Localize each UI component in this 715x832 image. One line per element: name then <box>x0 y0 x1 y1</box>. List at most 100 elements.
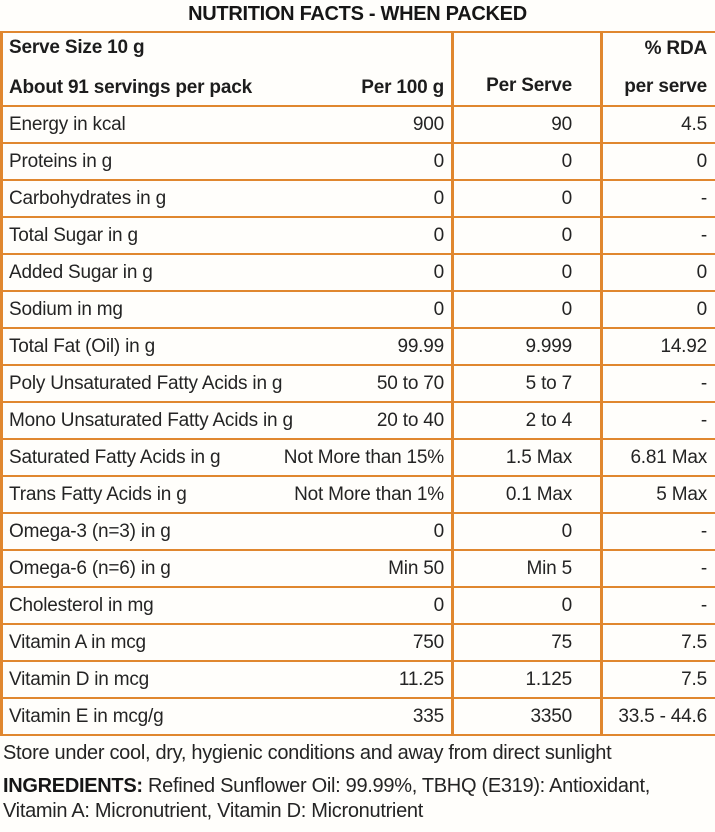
nutrient-cell: Saturated Fatty Acids in g Not More than … <box>0 438 454 477</box>
per-100g-value: 20 to 40 <box>376 409 444 431</box>
per-100g-value: 0 <box>433 150 445 172</box>
column-header-rda: % RDA per serve <box>600 31 715 107</box>
table-row: Vitamin E in mcg/g 335 3350 33.5 - 44.6 <box>0 697 715 736</box>
per-serve-value: 5 to 7 <box>451 364 603 403</box>
nutrient-label: Sodium in mg <box>9 298 123 320</box>
per-100g-value: 750 <box>412 631 444 653</box>
nutrient-cell: Vitamin E in mcg/g 335 <box>0 697 454 736</box>
per-serve-value: 90 <box>451 105 603 144</box>
per-serve-value: 9.999 <box>451 327 603 366</box>
nutrient-cell: Total Fat (Oil) in g 99.99 <box>0 327 454 366</box>
per-serve-value: 1.5 Max <box>451 438 603 477</box>
table-row: Poly Unsaturated Fatty Acids in g 50 to 7… <box>0 364 715 403</box>
nutrient-label: Proteins in g <box>9 150 113 172</box>
nutrition-rows: Energy in kcal 900 90 4.5 Proteins in g 0 0 0 Ca… <box>0 105 715 736</box>
rda-per-serve-value: 5 Max <box>600 475 715 514</box>
per-serve-value: 1.125 <box>451 660 603 699</box>
rda-per-serve-value: - <box>600 216 715 255</box>
nutrient-label: Vitamin A in mcg <box>9 631 146 653</box>
table-row: Mono Unsaturated Fatty Acids in g 20 to 4… <box>0 401 715 440</box>
nutrient-cell: Poly Unsaturated Fatty Acids in g 50 to 7… <box>0 364 454 403</box>
rda-per-serve-value: - <box>600 586 715 625</box>
table-header-row: Serve Size 10 g About 91 servings per pa… <box>0 31 715 107</box>
per-100g-value: 0 <box>433 594 445 616</box>
nutrient-label: Poly Unsaturated Fatty Acids in g <box>9 372 283 394</box>
nutrient-label: Carbohydrates in g <box>9 187 166 209</box>
rda-per-serve-value: - <box>600 512 715 551</box>
table-row: Energy in kcal 900 90 4.5 <box>0 105 715 144</box>
storage-instructions: Store under cool, dry, hygienic conditio… <box>3 742 612 764</box>
per-serve-value: 75 <box>451 623 603 662</box>
rda-per-serve-value: 0 <box>600 253 715 292</box>
serve-size-label: Serve Size 10 g <box>9 37 145 58</box>
nutrient-label: Cholesterol in mg <box>9 594 154 616</box>
nutrition-facts-table: Serve Size 10 g About 91 servings per pa… <box>0 31 715 736</box>
per-100g-value: 900 <box>412 113 444 135</box>
per-serve-value: 0 <box>451 586 603 625</box>
header-serve-size-cell: Serve Size 10 g About 91 servings per pa… <box>0 31 454 107</box>
table-row: Omega-6 (n=6) in g Min 50 Min 5- <box>0 549 715 588</box>
nutrient-cell: Added Sugar in g 0 <box>0 253 454 292</box>
rda-per-serve-value: 14.92 <box>600 327 715 366</box>
table-row: Vitamin A in mcg 750 75 7.5 <box>0 623 715 662</box>
per-100g-value: 335 <box>412 705 444 727</box>
per-100g-value: 0 <box>433 224 445 246</box>
nutrient-cell: Vitamin D in mcg 11.25 <box>0 660 454 699</box>
nutrient-label: Energy in kcal <box>9 113 126 135</box>
nutrient-cell: Sodium in mg 0 <box>0 290 454 329</box>
nutrient-label: Mono Unsaturated Fatty Acids in g <box>9 409 293 431</box>
nutrient-label: Vitamin D in mcg <box>9 668 150 690</box>
rda-per-serve-value: 33.5 - 44.6 <box>600 697 715 736</box>
nutrient-cell: Carbohydrates in g 0 <box>0 179 454 218</box>
rda-per-serve-value: - <box>600 179 715 218</box>
per-serve-value: Min 5 <box>451 549 603 588</box>
nutrient-label: Total Fat (Oil) in g <box>9 335 155 357</box>
per-100g-value: 0 <box>433 520 445 542</box>
nutrient-label: Vitamin E in mcg/g <box>9 705 164 727</box>
per-serve-value: 0 <box>451 216 603 255</box>
nutrient-label: Trans Fatty Acids in g <box>9 483 187 505</box>
per-serve-value: 0.1 Max <box>451 475 603 514</box>
per-serve-value: 2 to 4 <box>451 401 603 440</box>
nutrient-cell: Proteins in g 0 <box>0 142 454 181</box>
table-row: Vitamin D in mcg 11.25 1.125 7.5 <box>0 660 715 699</box>
column-header-per-100g: Per 100 g <box>361 77 444 98</box>
per-serve-value: 0 <box>451 512 603 551</box>
ingredients-label: INGREDIENTS: <box>3 775 143 797</box>
rda-per-serve-value: 0 <box>600 290 715 329</box>
servings-per-pack-label: About 91 servings per pack <box>9 77 252 98</box>
rda-header-line1: % RDA <box>644 38 708 59</box>
per-serve-value: 0 <box>451 290 603 329</box>
rda-per-serve-value: - <box>600 401 715 440</box>
table-row: Total Fat (Oil) in g 99.99 9.999 14.92 <box>0 327 715 366</box>
rda-header-line2: per serve <box>624 76 707 97</box>
per-100g-value: 11.25 <box>398 668 444 690</box>
column-header-per-serve: Per Serve <box>451 31 603 107</box>
per-serve-value: 0 <box>451 179 603 218</box>
per-100g-value: 0 <box>433 187 445 209</box>
ingredients-line2: Vitamin A: Micronutrient, Vitamin D: Mic… <box>3 800 423 822</box>
nutrient-cell: Mono Unsaturated Fatty Acids in g 20 to 4… <box>0 401 454 440</box>
table-row: Trans Fatty Acids in g Not More than 1% 0.… <box>0 475 715 514</box>
rda-per-serve-value: - <box>600 549 715 588</box>
per-100g-value: Not More than 15% <box>283 446 445 468</box>
per-100g-value: 0 <box>433 298 445 320</box>
per-serve-value: 3350 <box>451 697 603 736</box>
per-100g-value: 0 <box>433 261 445 283</box>
table-row: Cholesterol in mg 0 0- <box>0 586 715 625</box>
rda-per-serve-value: 4.5 <box>600 105 715 144</box>
nutrient-cell: Total Sugar in g 0 <box>0 216 454 255</box>
ingredients-block: INGREDIENTS: Refined Sunflower Oil: 99.9… <box>0 765 715 824</box>
page-title: NUTRITION FACTS - WHEN PACKED <box>188 3 527 25</box>
per-serve-value: 0 <box>451 142 603 181</box>
per-100g-value: 50 to 70 <box>376 372 444 394</box>
table-row: Saturated Fatty Acids in g Not More than … <box>0 438 715 477</box>
rda-per-serve-value: 6.81 Max <box>600 438 715 477</box>
rda-per-serve-value: 7.5 <box>600 660 715 699</box>
ingredients-line1: INGREDIENTS: Refined Sunflower Oil: 99.9… <box>3 774 713 799</box>
